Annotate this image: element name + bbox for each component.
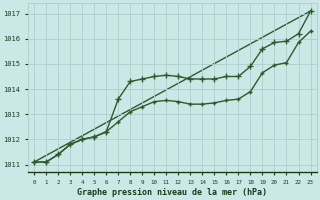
- X-axis label: Graphe pression niveau de la mer (hPa): Graphe pression niveau de la mer (hPa): [77, 188, 267, 197]
